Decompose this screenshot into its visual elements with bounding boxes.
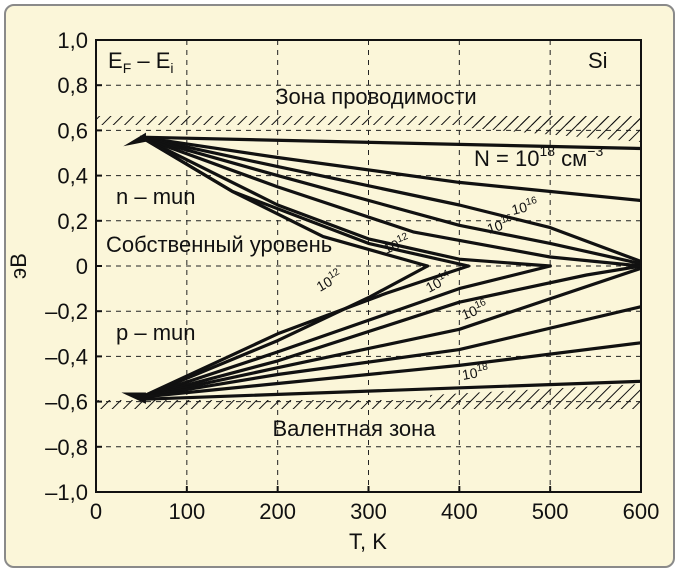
curve-label: 1012 [313, 266, 345, 294]
y-tick-label: 0,4 [57, 164, 88, 189]
curve-label: 1018 [461, 361, 491, 382]
valence-band-label: Валентная зона [272, 416, 436, 441]
y-tick-label: –0,8 [45, 435, 88, 460]
x-tick-label: 200 [259, 499, 296, 524]
grid [96, 40, 641, 492]
fermi-level-curve-9 [139, 264, 470, 399]
x-tick-label: 0 [90, 499, 102, 524]
svg-text:1014: 1014 [422, 268, 454, 296]
y-tick-label: 0,8 [57, 73, 88, 98]
curve-label: 1014 [422, 268, 454, 296]
p-type-label: p – mun [116, 320, 196, 345]
material-label: Si [588, 48, 608, 73]
x-tick-label: 400 [441, 499, 478, 524]
y-tick-label: 1,0 [57, 28, 88, 53]
axis-ticks: 0 100 200 300 400 500 600 1,0 0,8 0,6 0,4 0,2 0 –0,2 –… [45, 28, 659, 524]
y-tick-label: –0,2 [45, 299, 88, 324]
n-type-label: n – mun [116, 184, 196, 209]
y-tick-label: –0,6 [45, 390, 88, 415]
curve-label: 1016 [459, 297, 491, 323]
fermi-level-curve-12 [139, 266, 641, 399]
svg-text:1016: 1016 [510, 195, 540, 218]
n-type-apex [123, 132, 146, 147]
y-tick-label: –0,4 [45, 344, 88, 369]
fermi-level-curve-0 [139, 135, 641, 151]
series-layer [121, 132, 641, 404]
svg-text:1012: 1012 [381, 231, 413, 257]
p-type-apex [121, 392, 146, 404]
x-tick-label: 500 [532, 499, 569, 524]
fermi-level-curve-2 [139, 135, 641, 264]
curve-label: 1012 [381, 231, 413, 257]
fermi-level-curve-10 [139, 264, 552, 399]
svg-text:1016: 1016 [459, 297, 491, 323]
valence-wedge-hatch [430, 384, 641, 400]
y-axis-label: эВ [6, 253, 31, 279]
fermi-level-curve-5 [139, 135, 552, 268]
conduction-band-hatch [96, 116, 641, 125]
curve-label: 1016 [485, 212, 516, 237]
y-tick-label: 0,6 [57, 118, 88, 143]
y-tick-label: 0 [76, 254, 88, 279]
chart-frame [4, 4, 675, 568]
fermi-level-curve-3 [139, 135, 641, 266]
svg-text:1012: 1012 [313, 266, 345, 294]
x-tick-label: 600 [623, 499, 660, 524]
fermi-level-curve-15 [139, 379, 641, 401]
fermi-level-curve-11 [139, 264, 641, 399]
y-tick-label: –1,0 [45, 480, 88, 505]
fermi-level-curve-1 [139, 135, 641, 203]
concentration-label: N = 1018 см−3 [474, 143, 603, 171]
fermi-level-curve-7 [139, 135, 430, 268]
fermi-level-curve-14 [139, 341, 641, 399]
x-tick-label: 100 [168, 499, 205, 524]
valence-band-hatch [96, 400, 641, 409]
svg-text:1018: 1018 [461, 361, 491, 382]
fermi-level-curve-13 [139, 305, 641, 399]
fermi-level-label: EF – Ei [108, 48, 174, 76]
x-tick-label: 300 [350, 499, 387, 524]
curve-label: 1016 [510, 195, 540, 218]
conduction-band-label: Зона проводимости [275, 84, 476, 109]
svg-text:1016: 1016 [485, 212, 516, 237]
conduction-wedge-hatch [470, 116, 641, 142]
fermi-level-curve-4 [139, 135, 641, 268]
y-tick-label: 0,2 [57, 209, 88, 234]
x-axis-label: T, K [349, 529, 387, 554]
fermi-level-curve-8 [139, 264, 430, 399]
intrinsic-level-label: Собственный уровень [106, 232, 332, 257]
